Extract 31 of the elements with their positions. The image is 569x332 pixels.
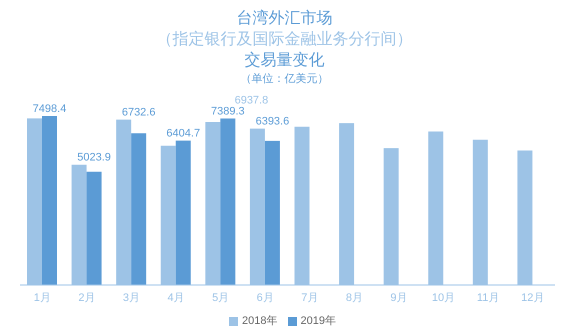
data-label: 7498.4 (32, 103, 66, 115)
bar (264, 140, 280, 285)
bar (176, 140, 191, 285)
x-tick-label: 5月 (212, 292, 230, 304)
x-tick-label: 10月 (432, 292, 456, 304)
bar (220, 118, 236, 285)
x-tick-label: 1月 (34, 292, 51, 304)
data-label: 6937.8 (234, 94, 268, 107)
x-tick-label: 6月 (256, 292, 274, 304)
data-label: 6393.6 (256, 116, 290, 128)
legend-label: 2019年 (300, 315, 336, 327)
text: 交易量变化 (244, 50, 326, 71)
x-tick-label: 7月 (301, 292, 318, 304)
data-label: 6732.6 (122, 106, 156, 119)
bar (131, 133, 146, 285)
x-tick-label: 8月 (346, 292, 363, 304)
x-tick-label: 4月 (167, 292, 185, 304)
chart-subtitle: （指定银行及国际金融业务分行间） (156, 30, 414, 50)
x-tick-label: 11月 (476, 292, 500, 304)
text: （单位：亿美元） (240, 72, 330, 87)
bar (42, 116, 57, 285)
data-label: 6404.7 (166, 128, 200, 140)
data-label: 7389.3 (211, 105, 245, 118)
bar (86, 172, 102, 285)
x-tick-label: 12月 (521, 292, 544, 304)
data-label: 5023.9 (77, 152, 111, 164)
x-tick-label: 9月 (390, 292, 408, 304)
chart-title: 台湾外汇市场 (236, 8, 334, 29)
x-tick-label: 2月 (78, 292, 96, 304)
x-tick-label: 3月 (122, 292, 140, 304)
legend-label: 2018年 (242, 315, 278, 327)
